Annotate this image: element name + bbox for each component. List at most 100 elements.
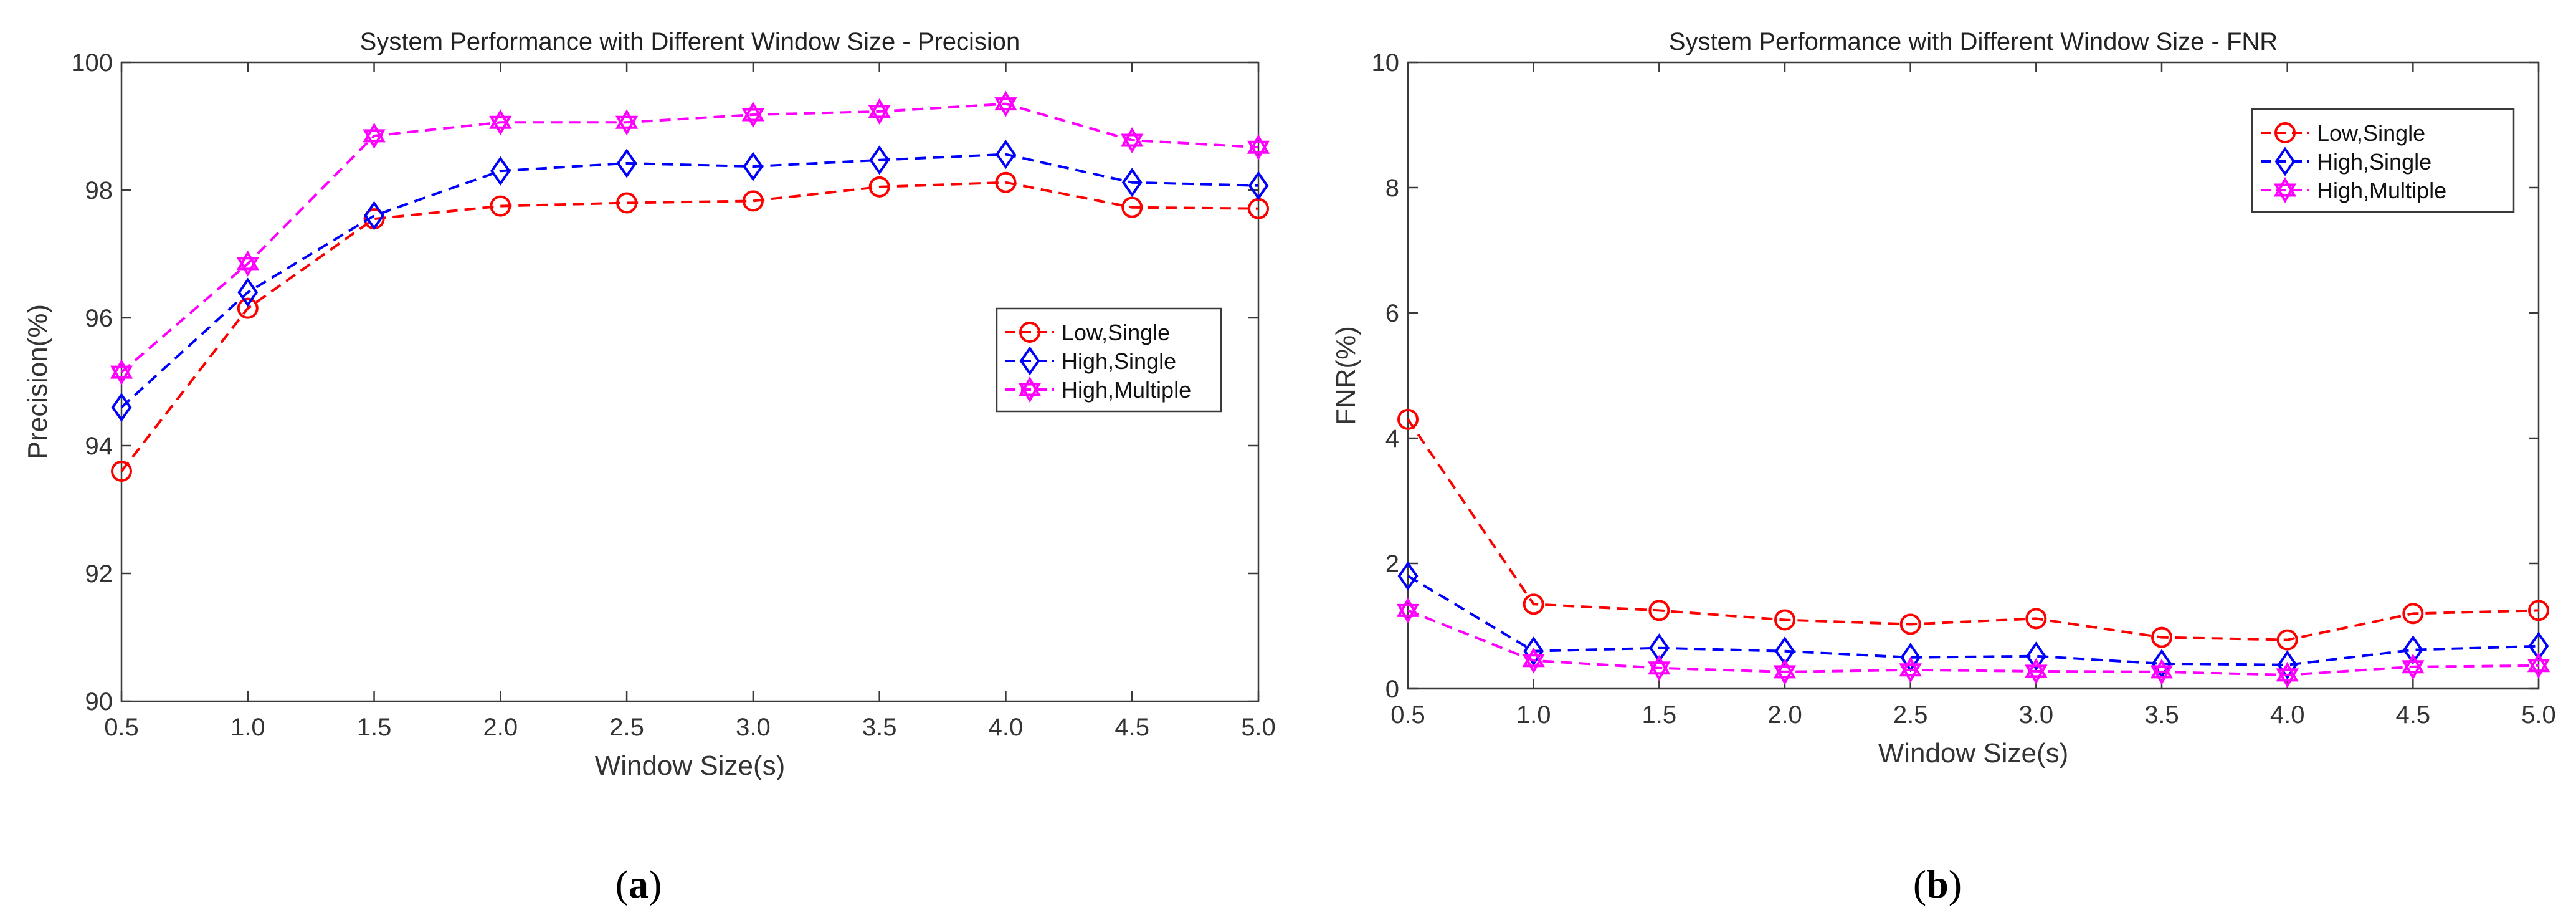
fnr-x-tick-label: 3.0 [2019,701,2054,729]
precision-series-0-point [1121,196,1143,218]
precision-series-1-point [364,201,384,231]
precision-series-2-point [868,98,891,125]
fnr-series-2-point [2276,661,2299,688]
precision-series-1-point [1121,168,1143,198]
fnr-y-tick-label: 10 [1372,49,1400,77]
fnr-series-0-point [1523,593,1544,615]
fnr-series-2-point [2527,652,2550,679]
fnr-legend-0-label: Low,Single [2317,120,2425,146]
fnr-legend-2-label: High,Multiple [2317,178,2446,203]
precision-series-0-line [120,181,1259,472]
fnr-series-2-point-tri-down [2276,668,2299,688]
fnr-series-1-point [2277,650,2298,680]
fnr-title: System Performance with Different Window… [1669,28,2278,55]
precision-series-2-point [489,109,512,136]
fnr-series-0-point [1397,408,1419,430]
precision-series-2-point-tri-up [741,101,765,122]
fnr-series-2-point [1899,656,1922,683]
precision-x-axis-label: Window Size(s) [595,750,786,781]
fnr-series-1-point [2528,631,2549,661]
fnr-series-2-point-tri-up [2150,658,2174,679]
precision-series-2-point-tri-up [1121,127,1144,147]
precision-series-2-point [1121,127,1144,154]
precision-x-tick-label: 2.5 [609,714,644,741]
fnr-series-2-point-tri-up [2402,653,2425,674]
fnr-series-0-line [1407,418,2539,641]
fnr-series-0-point [2151,626,2172,648]
precision-legend-2-marker-tri-down [1018,383,1042,403]
precision-y-tick-label: 90 [85,688,113,716]
fnr-x-axis-label: Window Size(s) [1878,738,2069,769]
precision-series-1-line [120,153,1259,408]
fnr-series-0-point [2402,603,2424,625]
fnr-series-1-point [1648,633,1670,663]
fnr-y-tick-label: 4 [1385,425,1399,453]
fnr-caption: (b) [1913,862,1962,906]
precision-y-tick-label: 100 [71,49,113,77]
fnr-series-1-point [1523,636,1544,666]
precision-series-1-point [237,277,259,307]
precision-series-2-line [120,102,1259,373]
precision-series-2-point [615,109,639,136]
fnr-series-2-point [1522,647,1545,674]
precision-series-2-point [236,250,259,277]
fnr-chart: 0.5 1.0 1.5 2.0 2.5 3.0 3.5 4.0 4.5 5.0 0 2 4 6 8 10 Sys… [1331,28,2556,906]
precision-series-2-point-tri-up [489,109,512,129]
fnr-x-tick-label: 4.5 [2396,701,2431,729]
fnr-series-0-point [1648,600,1670,621]
precision-y-tick-label: 94 [85,433,113,460]
precision-series-0-point [111,461,132,482]
precision-series-2-point-tri-up [615,109,639,129]
precision-caption: (a) [615,862,662,906]
precision-legend-0-marker [1019,322,1040,343]
fnr-series-2-point-tri-down [1648,661,1671,681]
precision-series-2-point-tri-up [363,122,386,143]
precision-series-1-point [1248,171,1269,201]
fnr-series-0-point [2276,629,2298,651]
precision-x-tick-label: 2.0 [483,714,518,741]
fnr-caption-letter: b [1926,862,1949,906]
fnr-x-tick-label: 3.5 [2144,701,2179,729]
precision-legend-1-marker [1019,346,1040,376]
precision-series-2-point [1247,134,1270,161]
fnr-legend-2-marker-tri-down [2273,183,2297,204]
fnr-series-1-point [1397,561,1419,591]
fnr-series-2-point-tri-up [1648,654,1671,675]
fnr-series-2-point-tri-down [1899,663,1922,683]
precision-legend-2-marker [1018,376,1042,403]
fnr-series-2-point [2150,658,2174,685]
precision-x-tick-label: 1.5 [357,714,392,741]
precision-y-tick-label: 96 [85,305,113,332]
precision-series-2-point-tri-up [236,250,259,271]
precision-x-tick-label: 0.5 [104,714,139,741]
fnr-x-tick-label: 1.0 [1516,701,1551,729]
fnr-axes-box [1407,61,2540,690]
fnr-legend-1-label: High,Single [2317,149,2431,175]
precision-x-tick-label: 3.5 [862,714,897,741]
fnr-x-tick-label: 0.5 [1390,701,1425,729]
precision-legend-0-label: Low,Single [1062,320,1170,345]
precision-series-2-point-tri-up [110,359,133,379]
precision-series-2-point-tri-down [868,105,891,125]
precision-x-tick-label: 5.0 [1241,714,1276,741]
fnr-legend-0-marker [2274,122,2296,143]
fnr-y-tick-label: 6 [1385,300,1399,327]
precision-y-tick-label: 98 [85,177,113,204]
precision-series-1-point [490,156,511,186]
fnr-x-tick-label: 1.5 [1642,701,1677,729]
precision-x-tick-label: 4.0 [989,714,1024,741]
precision-x-tick-label: 3.0 [736,714,771,741]
precision-series-2-point-tri-up [868,98,891,118]
fnr-series-2-point-tri-up [1899,656,1922,677]
precision-x-tick-label: 1.0 [231,714,265,741]
precision-series-2-point-tri-down [236,257,259,277]
fnr-series-2-point [2402,653,2425,680]
fnr-series-2-point [1648,654,1671,681]
precision-y-axis-label: Precision(%) [22,304,53,459]
precision-series-1-point [743,151,764,181]
fnr-series-0-point [1774,609,1795,631]
fnr-series-2-point [1396,597,1420,624]
precision-series-2-point-tri-down [110,365,133,386]
precision-series-1-point [616,148,637,178]
